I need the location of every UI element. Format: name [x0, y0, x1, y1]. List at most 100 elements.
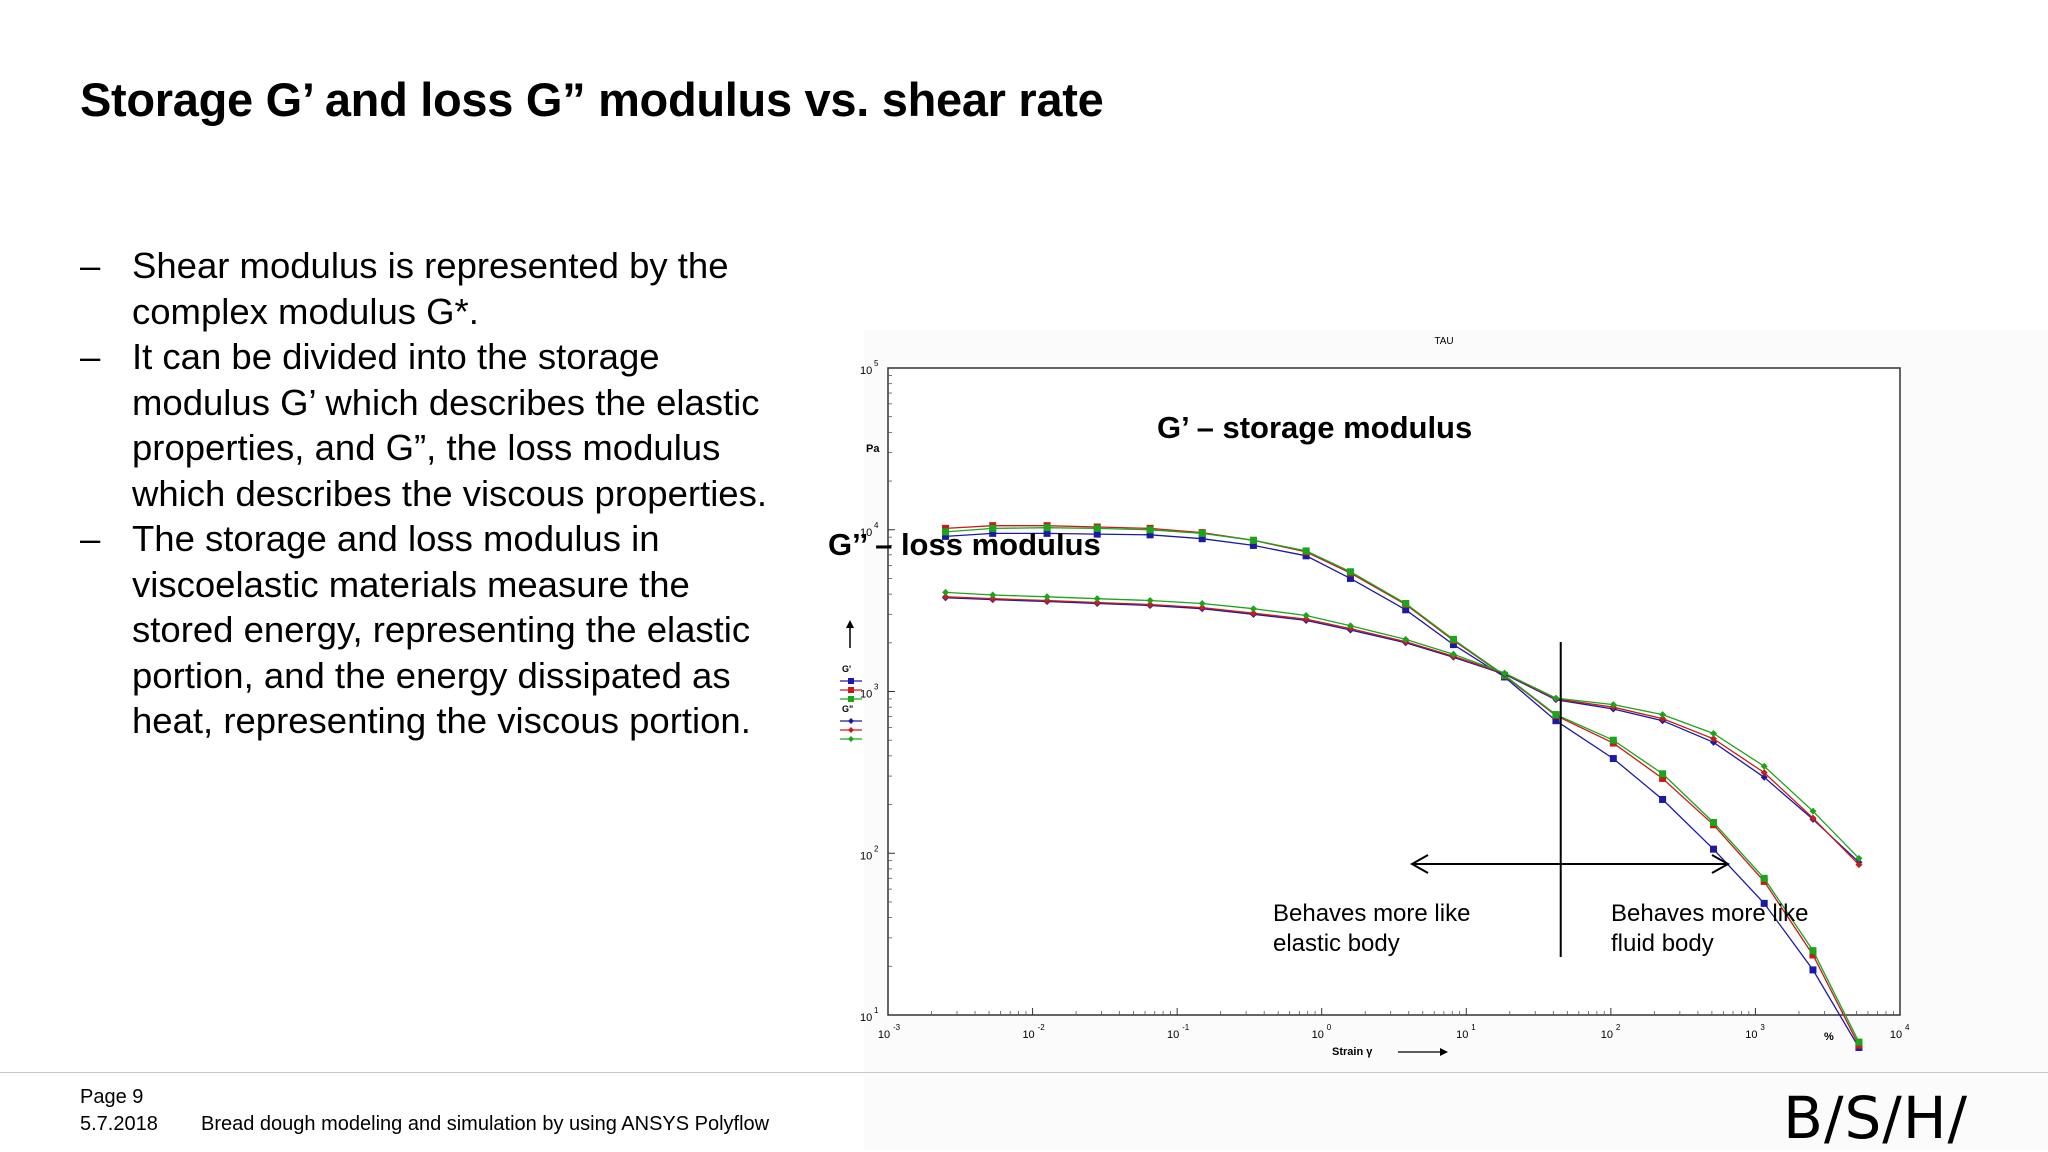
- y-tick-exponent: 5: [874, 359, 879, 368]
- data-point-square: [1552, 711, 1560, 719]
- x-tick-label: 10: [1745, 1029, 1757, 1041]
- bullet-line: complex modulus G*.: [132, 290, 479, 332]
- data-point-square: [1043, 524, 1051, 532]
- y-tick-label: 10: [860, 1012, 872, 1024]
- data-point-square: [942, 532, 950, 540]
- data-point-square: [1609, 736, 1617, 744]
- x-tick-exponent: -2: [1038, 1023, 1046, 1032]
- data-point-square: [1402, 606, 1410, 614]
- data-point-square: [1402, 599, 1410, 607]
- data-point-diamond: [1346, 622, 1354, 630]
- bullet-line: modulus G’ which describes the elastic: [132, 381, 760, 423]
- data-point-diamond: [1198, 599, 1206, 607]
- data-point-square: [1659, 770, 1667, 778]
- y-tick-exponent: 4: [874, 521, 879, 530]
- data-point-diamond: [1659, 711, 1667, 719]
- bullet-item: – The storage and loss modulus in viscoe…: [80, 516, 820, 744]
- data-point-square: [1249, 536, 1257, 544]
- y-tick-label: 10: [860, 850, 872, 862]
- bullet-dash: –: [80, 518, 101, 559]
- data-point-square: [1346, 574, 1354, 582]
- data-point-square: [942, 524, 950, 532]
- annotation-fluid-line1: Behaves more like: [1611, 900, 1808, 927]
- data-point-diamond: [1043, 593, 1051, 601]
- legend-marker-square: [848, 678, 854, 684]
- y-tick-label: 10: [860, 689, 872, 701]
- data-point-diamond: [1501, 669, 1509, 677]
- data-point-diamond: [1093, 599, 1101, 607]
- x-tick-label: 10: [1456, 1029, 1468, 1041]
- y-tick-exponent: 2: [874, 844, 879, 853]
- x-tick-exponent: -3: [893, 1023, 901, 1032]
- data-point-diamond: [1710, 735, 1718, 743]
- data-point-diamond: [1402, 635, 1410, 643]
- legend-group-label: G": [842, 704, 853, 714]
- data-point-diamond: [1760, 762, 1768, 770]
- bullet-line: It can be divided into the storage: [132, 336, 660, 377]
- data-point-diamond: [989, 591, 997, 599]
- data-point-diamond: [1659, 715, 1667, 723]
- data-point-square: [1710, 818, 1718, 826]
- data-point-diamond: [1609, 701, 1617, 709]
- data-point-diamond: [1855, 854, 1863, 862]
- y-tick-exponent: 1: [874, 1006, 879, 1015]
- double-arrow-right-head: [1711, 854, 1731, 874]
- bullet-dash: –: [80, 245, 101, 286]
- data-point-diamond: [1710, 729, 1718, 737]
- annotation-fluid-line2: fluid body: [1611, 930, 1714, 957]
- legend-group-label: G': [842, 664, 851, 674]
- data-point-square: [1760, 874, 1768, 882]
- chart-title: TAU: [1434, 336, 1453, 347]
- data-point-square: [1855, 1038, 1863, 1046]
- data-point-square: [1346, 568, 1354, 576]
- x-axis-label: Strain γ: [1332, 1046, 1373, 1058]
- slide-title: Storage G’ and loss G” modulus vs. shear…: [80, 73, 1104, 126]
- data-point-diamond: [1809, 814, 1817, 822]
- data-point-diamond: [1249, 609, 1257, 617]
- data-point-diamond: [1449, 650, 1457, 658]
- bullet-item: – It can be divided into the storage mod…: [80, 334, 820, 516]
- data-point-diamond: [1249, 605, 1257, 613]
- x-unit-label: %: [1824, 1031, 1834, 1043]
- double-arrow-left-head: [1409, 854, 1429, 874]
- data-point-diamond: [942, 593, 950, 601]
- data-point-square: [1449, 635, 1457, 643]
- bsh-logo: B/S/H/: [1783, 1084, 1968, 1152]
- data-point-square: [1609, 755, 1617, 763]
- data-point-square: [989, 524, 997, 532]
- x-tick-label: 10: [1167, 1029, 1179, 1041]
- x-tick-label: 10: [878, 1029, 890, 1041]
- data-point-diamond: [1198, 604, 1206, 612]
- data-point-square: [1809, 966, 1817, 974]
- data-point-square: [1093, 524, 1101, 532]
- x-tick-exponent: 2: [1616, 1023, 1621, 1032]
- x-tick-exponent: 1: [1471, 1023, 1476, 1032]
- x-tick-label: 10: [1022, 1029, 1034, 1041]
- bullet-line: The storage and loss modulus in: [132, 518, 660, 559]
- x-tick-exponent: -1: [1182, 1023, 1190, 1032]
- data-point-square: [1659, 795, 1667, 803]
- data-point-square: [1552, 717, 1560, 725]
- data-point-diamond: [1760, 773, 1768, 781]
- data-point-square: [1809, 947, 1817, 955]
- data-point-square: [989, 529, 997, 537]
- x-tick-label: 10: [1890, 1029, 1902, 1041]
- annotation-storage-modulus: G’ – storage modulus: [1157, 410, 1472, 445]
- legend-marker-square: [848, 696, 854, 702]
- bullet-line: viscoelastic materials measure the: [132, 563, 690, 605]
- data-point-square: [942, 528, 950, 536]
- legend-marker-square: [848, 687, 854, 693]
- y-tick-label: 10: [860, 365, 872, 377]
- data-point-diamond: [1146, 601, 1154, 609]
- data-point-square: [1146, 526, 1154, 534]
- data-point-square: [1198, 529, 1206, 537]
- data-point-diamond: [1809, 807, 1817, 815]
- bullet-line: portion, and the energy dissipated as: [132, 654, 731, 696]
- bullet-line: Shear modulus is represented by the: [132, 245, 729, 286]
- data-point-diamond: [1760, 769, 1768, 777]
- data-point-square: [1198, 535, 1206, 543]
- y-tick-exponent: 3: [874, 683, 879, 692]
- footer-page-number: Page 9: [80, 1086, 144, 1108]
